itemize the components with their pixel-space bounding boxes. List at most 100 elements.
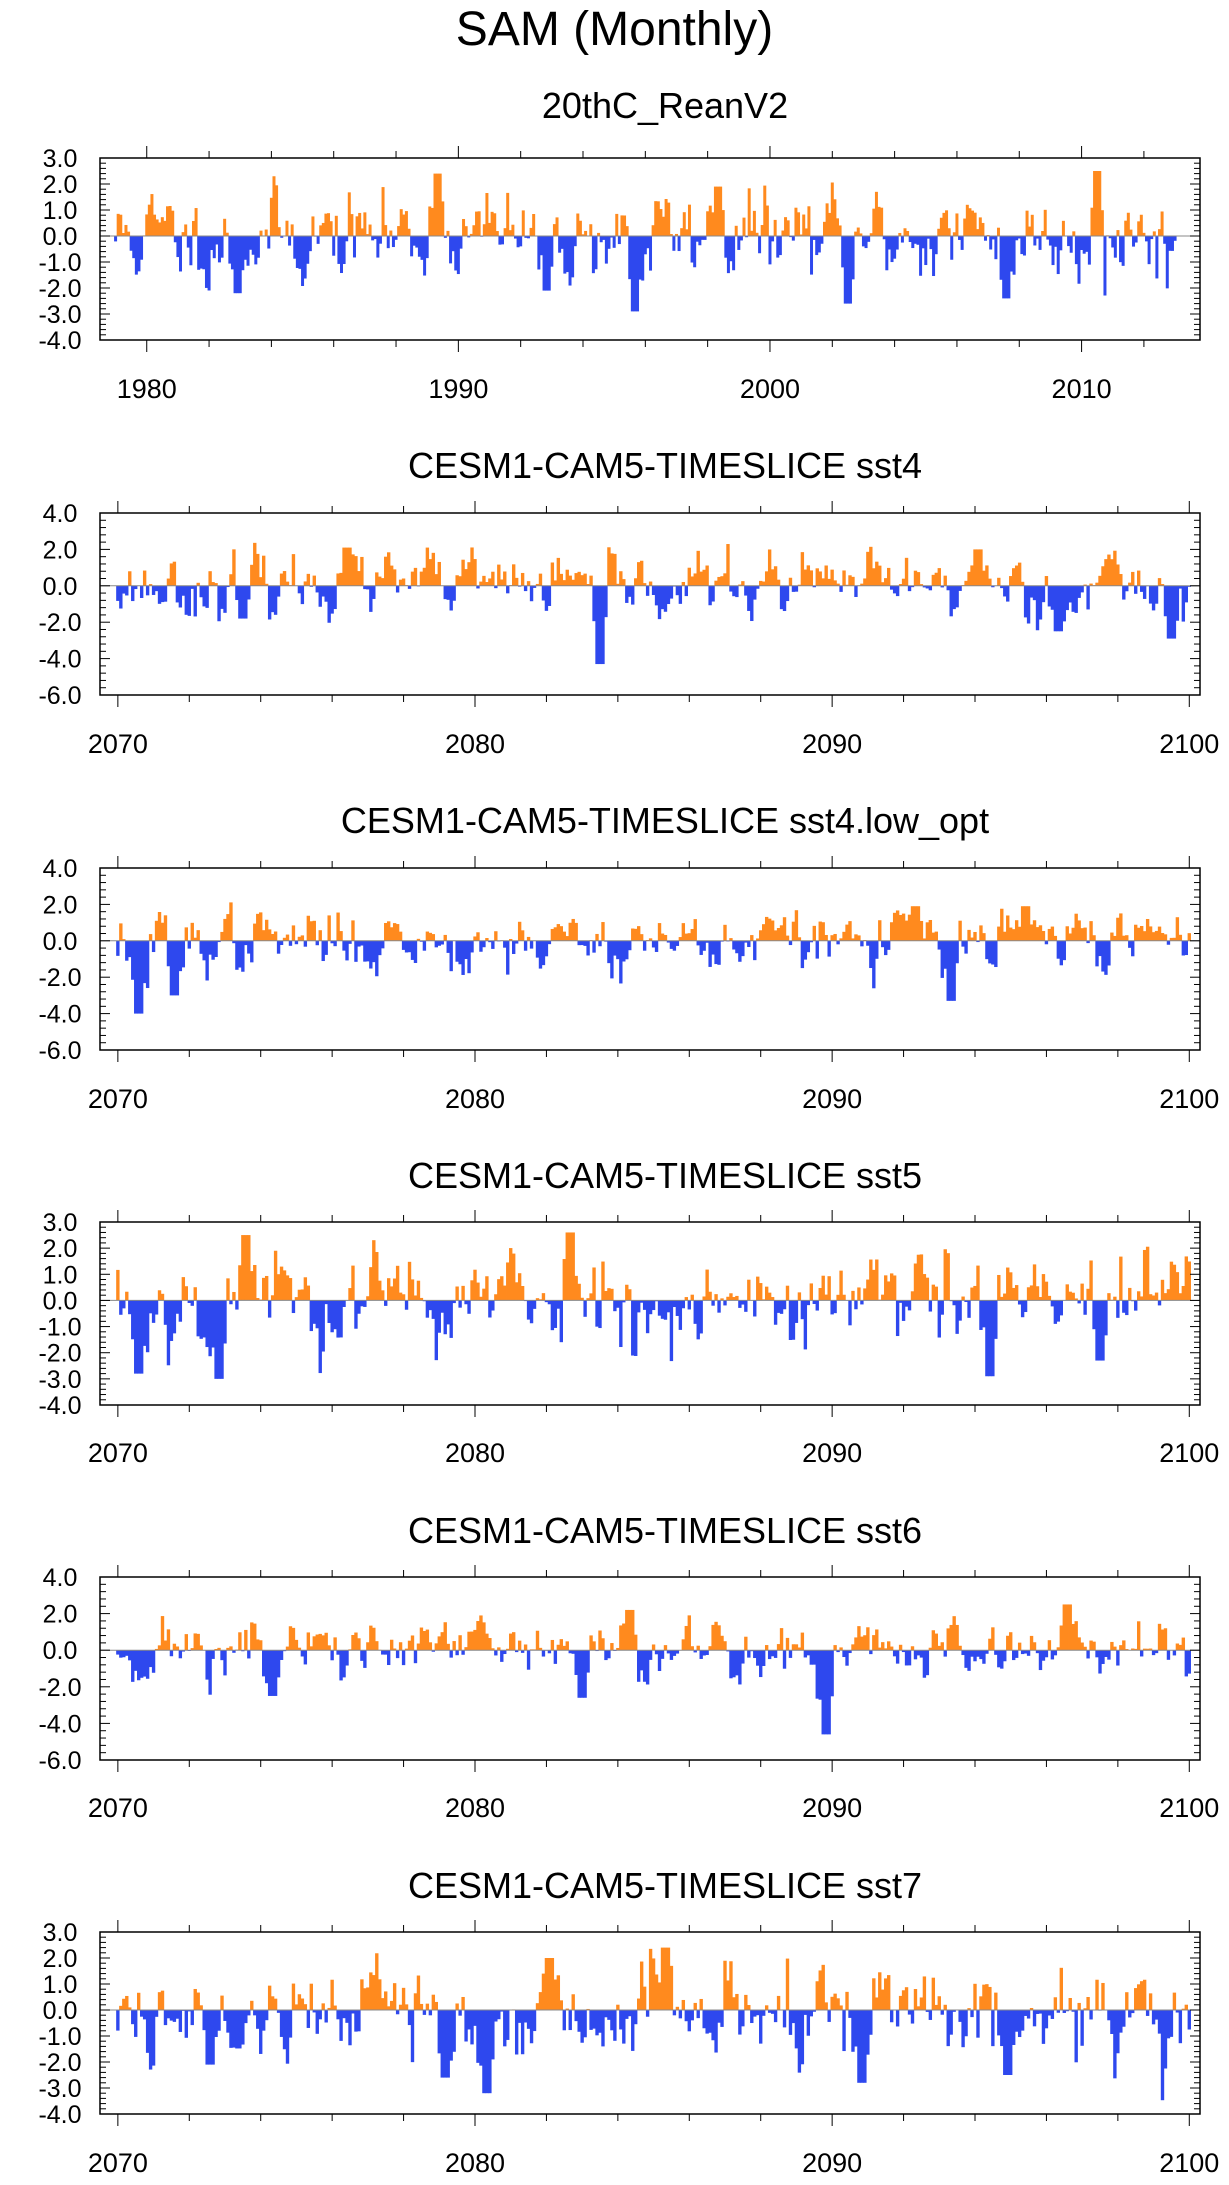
data-bar [928,585,933,591]
data-bar [358,212,362,236]
data-bar [756,1650,760,1666]
data-bar [381,1290,385,1301]
data-bar [628,2010,632,2017]
data-bar [875,561,879,586]
data-bar [875,940,879,959]
data-bar [193,1988,197,2010]
data-bar [524,236,528,238]
data-bar [449,236,453,264]
data-bar [479,1615,483,1651]
data-bar [196,1300,200,1337]
data-bar [866,1627,870,1651]
data-bar [273,1250,278,1301]
data-bar [223,1650,227,1676]
data-bar [895,910,900,941]
data-bar [544,940,549,957]
data-bar [395,924,400,941]
data-bar [788,1300,793,1340]
data-bar [738,584,742,586]
data-bar [398,931,403,941]
data-bar [256,2010,260,2029]
data-bar [898,1300,903,1303]
data-bar [807,206,811,236]
data-bar [139,585,144,598]
data-bar [392,1278,397,1301]
data-bar [939,217,943,236]
data-bar [1017,562,1022,586]
data-bar [253,1264,257,1301]
data-bar [729,1293,733,1301]
data-bar [584,230,588,236]
data-bar [642,940,647,951]
data-bar [315,585,319,593]
data-bar [904,557,909,586]
data-bar [881,1989,885,2010]
data-bar [285,934,290,941]
data-bar [1000,585,1004,589]
data-bar [1017,1300,1022,1305]
data-bar [866,940,870,946]
data-bar [791,1644,796,1651]
data-bar [1003,585,1007,597]
data-bar [1111,236,1115,248]
data-bar [345,547,349,586]
data-bar [229,1300,233,1305]
data-bar [1041,931,1046,941]
data-bar [884,1648,888,1651]
data-bar [699,1300,703,1334]
x-tick-label: 2090 [802,1438,862,1468]
data-bar [1151,1295,1156,1301]
data-bar [407,1640,412,1651]
data-bar [857,935,861,941]
data-bar [634,1634,638,1651]
data-bar [657,1300,662,1316]
data-bar [1172,1650,1177,1656]
y-tick-label: 2.0 [43,1235,78,1263]
data-bar [592,585,596,622]
data-bar [968,208,972,236]
data-bar [642,1650,647,1682]
data-bar [1101,1650,1105,1664]
data-bar [366,940,370,962]
data-bar [851,1644,855,1651]
data-bar [562,1645,566,1651]
data-bar [324,2010,328,2023]
data-bar [538,1299,543,1301]
data-bar [122,1998,126,2010]
data-bar [901,1650,906,1653]
data-bar [672,236,676,251]
data-bar [238,1265,242,1301]
data-bar [1155,236,1159,279]
data-bar [526,936,531,941]
data-bar [1150,236,1154,240]
data-bar [625,226,629,236]
data-bar [700,236,704,240]
data-bar [1092,1641,1096,1651]
data-bar [898,232,902,236]
data-bar [166,1629,171,1651]
data-bar [401,1650,406,1666]
data-bar [638,236,642,280]
data-bar [1116,230,1120,236]
data-bar [1003,1650,1007,1662]
data-bar [568,922,572,941]
data-bar [1065,2010,1069,2012]
data-bar [223,1300,227,1344]
data-bar [137,1992,141,2010]
data-bar [485,1633,489,1651]
data-bar [1074,585,1078,613]
data-bar [1071,2010,1075,2012]
data-bar [157,912,162,941]
data-bar [476,1282,480,1301]
data-bar [318,930,322,941]
data-bar [651,225,655,236]
data-bar [290,224,294,236]
data-bar [866,1279,870,1301]
data-bar [735,1650,739,1676]
data-bar [422,567,427,586]
data-bar [1128,2010,1132,2018]
data-bar [1050,1650,1055,1660]
data-bar [345,940,349,961]
data-bar [250,940,254,963]
data-bar [800,1632,805,1651]
